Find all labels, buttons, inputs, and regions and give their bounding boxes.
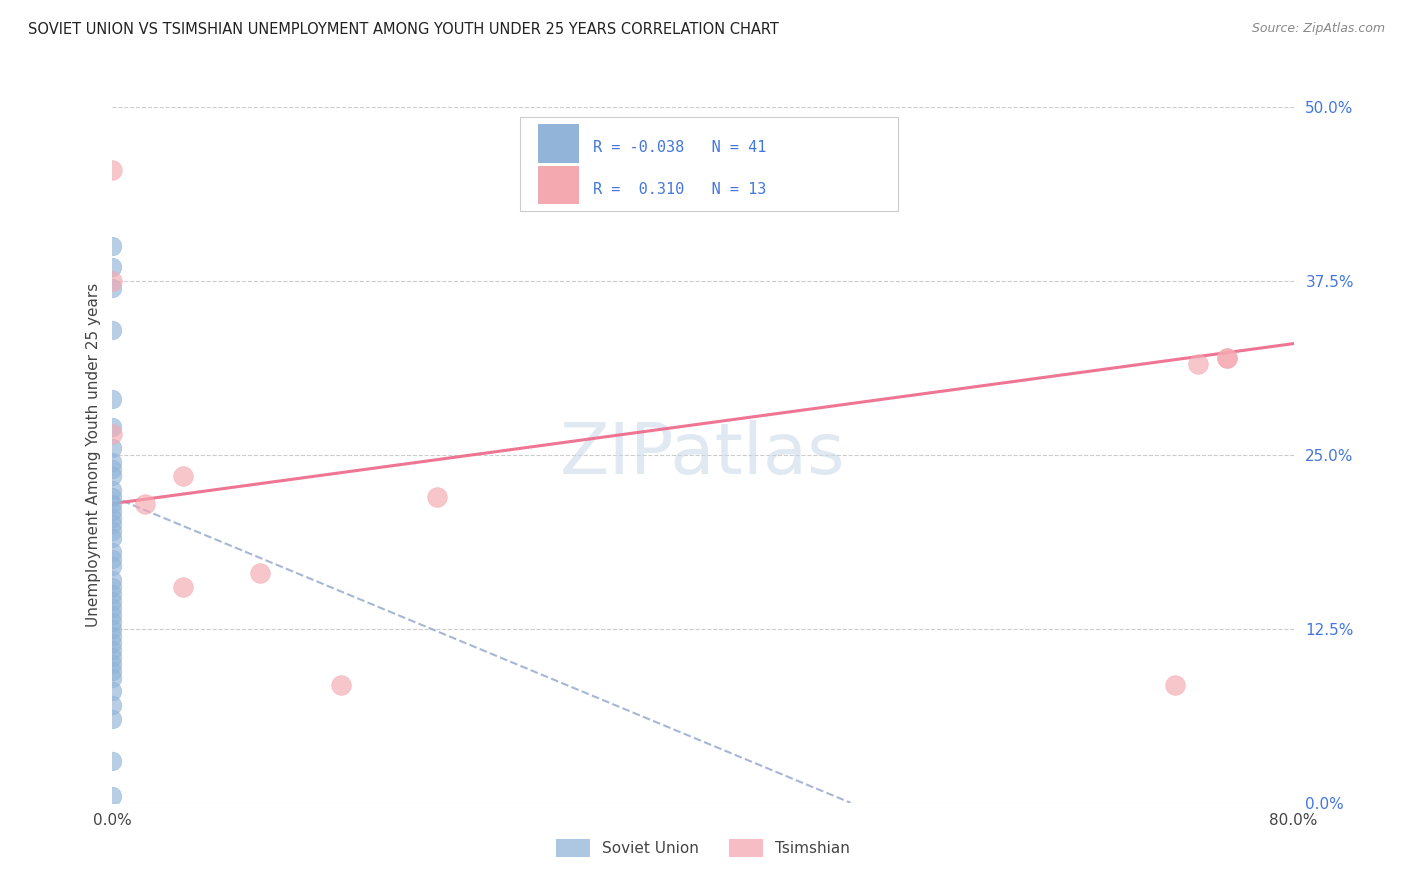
FancyBboxPatch shape (537, 124, 579, 162)
Point (101, 642, 124, 657)
Point (101, 754, 124, 768)
Point (101, 789, 124, 803)
Point (101, 594, 124, 608)
Point (101, 441, 124, 455)
Point (101, 497, 124, 511)
Point (1216, 351, 1239, 365)
Text: SOVIET UNION VS TSIMSHIAN UNEMPLOYMENT AMONG YOUTH UNDER 25 YEARS CORRELATION CH: SOVIET UNION VS TSIMSHIAN UNEMPLOYMENT A… (28, 22, 779, 37)
Point (101, 274, 124, 288)
Point (101, 468, 124, 483)
Point (101, 323, 124, 337)
Legend: Soviet Union, Tsimshian: Soviet Union, Tsimshian (548, 832, 858, 864)
Text: ZIPatlas: ZIPatlas (560, 420, 846, 490)
Point (134, 497, 156, 511)
Point (101, 636, 124, 650)
Point (101, 260, 124, 274)
Point (101, 490, 124, 504)
Point (101, 601, 124, 615)
Point (172, 580, 194, 594)
Point (101, 649, 124, 664)
Point (330, 677, 353, 691)
Point (101, 580, 124, 594)
FancyBboxPatch shape (520, 118, 898, 211)
Point (101, 532, 124, 546)
Text: Source: ZipAtlas.com: Source: ZipAtlas.com (1251, 22, 1385, 36)
Point (101, 517, 124, 532)
Point (101, 503, 124, 517)
FancyBboxPatch shape (537, 166, 579, 204)
Point (101, 524, 124, 539)
Point (101, 392, 124, 407)
Point (101, 545, 124, 559)
Point (426, 490, 449, 504)
Point (101, 587, 124, 601)
Point (101, 552, 124, 566)
Point (101, 239, 124, 253)
Point (1187, 358, 1209, 372)
Point (1164, 677, 1187, 691)
Point (101, 684, 124, 698)
Point (101, 615, 124, 629)
Text: R = -0.038   N = 41: R = -0.038 N = 41 (593, 140, 766, 155)
Point (101, 162, 124, 177)
Point (101, 671, 124, 685)
Point (101, 607, 124, 622)
Point (101, 573, 124, 587)
Point (249, 566, 271, 581)
Point (101, 559, 124, 574)
Point (101, 420, 124, 434)
Point (101, 712, 124, 726)
Point (101, 427, 124, 442)
Point (1216, 351, 1239, 365)
Point (101, 622, 124, 636)
Point (101, 510, 124, 524)
Y-axis label: Unemployment Among Youth under 25 years: Unemployment Among Youth under 25 years (86, 283, 101, 627)
Point (101, 455, 124, 469)
Point (101, 698, 124, 713)
Point (101, 281, 124, 295)
Point (101, 483, 124, 497)
Point (101, 664, 124, 678)
Text: R =  0.310   N = 13: R = 0.310 N = 13 (593, 182, 766, 196)
Point (101, 629, 124, 643)
Point (101, 462, 124, 476)
Point (101, 657, 124, 671)
Point (172, 468, 194, 483)
